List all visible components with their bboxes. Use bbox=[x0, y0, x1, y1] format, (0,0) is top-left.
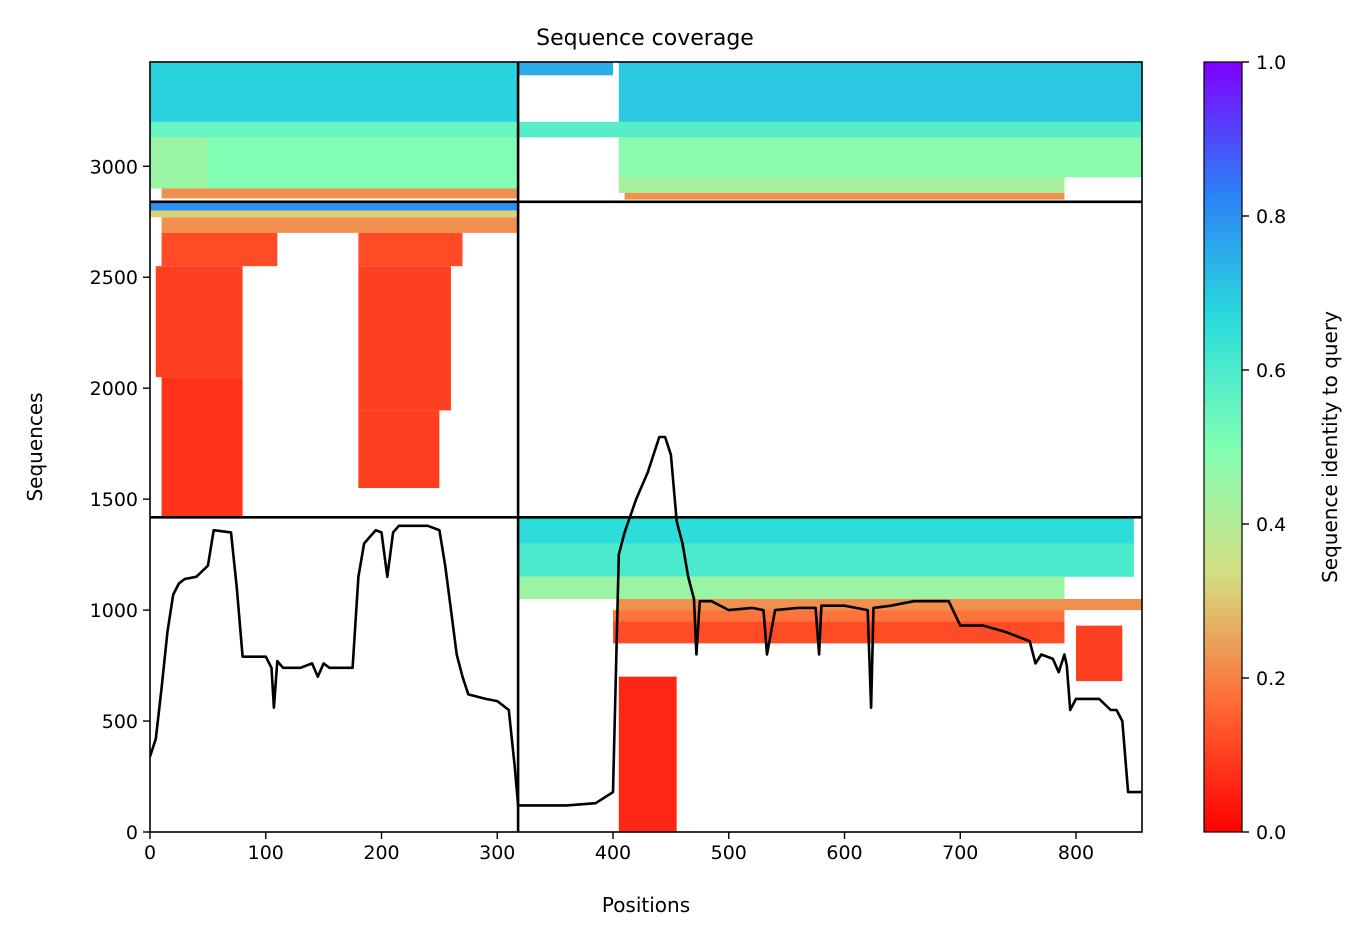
plot-frame bbox=[149, 61, 1143, 833]
y-tick-label: 0 bbox=[126, 822, 138, 844]
chart-title: Sequence coverage bbox=[536, 26, 754, 51]
y-tick-label: 2500 bbox=[90, 267, 138, 289]
colorbar-tick-label: 0.8 bbox=[1256, 206, 1286, 228]
x-tick-label: 300 bbox=[479, 842, 515, 864]
y-tick-label: 3000 bbox=[90, 156, 138, 178]
coverage-block bbox=[161, 217, 519, 233]
y-tick-label: 2000 bbox=[90, 378, 138, 400]
coverage-block bbox=[150, 62, 519, 122]
y-tick-label: 500 bbox=[102, 711, 138, 733]
y-tick-label: 1500 bbox=[90, 489, 138, 511]
x-tick-label: 500 bbox=[711, 842, 747, 864]
coverage-block bbox=[1076, 625, 1123, 682]
x-tick-label: 600 bbox=[826, 842, 862, 864]
coverage-block bbox=[518, 517, 1134, 544]
coverage-block bbox=[518, 543, 1134, 577]
coverage-block bbox=[618, 177, 1065, 193]
coverage-block bbox=[518, 62, 614, 76]
coverage-line-layer bbox=[150, 435, 1142, 807]
coverage-block bbox=[613, 610, 1065, 622]
y-tick-label: 1000 bbox=[90, 600, 138, 622]
x-tick-label: 200 bbox=[363, 842, 399, 864]
coverage-block bbox=[618, 137, 1142, 178]
colorbar-tick-label: 0.0 bbox=[1256, 822, 1286, 844]
y-axis-label: Sequences bbox=[23, 392, 47, 501]
coverage-block bbox=[161, 232, 278, 267]
colorbar-axis: 0.0 0.2 0.4 0.6 0.8 1.0 bbox=[1242, 52, 1286, 844]
coverage-block bbox=[358, 410, 440, 489]
x-tick-label: 700 bbox=[942, 842, 978, 864]
coverage-heatmap bbox=[150, 62, 1142, 832]
coverage-block bbox=[618, 62, 1142, 122]
coverage-block bbox=[518, 121, 1142, 138]
coverage-block bbox=[618, 676, 677, 832]
colorbar-tick-label: 0.6 bbox=[1256, 360, 1286, 382]
colorbar bbox=[1203, 61, 1243, 833]
coverage-block bbox=[613, 621, 1065, 644]
coverage-block bbox=[518, 576, 1065, 600]
colorbar-tick-label: 1.0 bbox=[1256, 52, 1286, 74]
coverage-block bbox=[161, 188, 519, 199]
colorbar-tick-label: 0.4 bbox=[1256, 514, 1286, 536]
colorbar-tick-label: 0.2 bbox=[1256, 668, 1286, 690]
coverage-block bbox=[624, 192, 1065, 200]
chain-boundaries bbox=[150, 62, 1142, 832]
y-axis: 0 500 1000 1500 2000 2500 3000 bbox=[90, 156, 150, 844]
coverage-block bbox=[207, 137, 519, 189]
x-tick-label: 100 bbox=[248, 842, 284, 864]
coverage-block bbox=[618, 599, 1142, 611]
x-tick-label: 400 bbox=[595, 842, 631, 864]
x-tick-label: 0 bbox=[144, 842, 156, 864]
coverage-block bbox=[150, 202, 519, 211]
coverage-block bbox=[150, 210, 519, 218]
coverage-block bbox=[150, 121, 519, 138]
x-tick-label: 800 bbox=[1058, 842, 1094, 864]
coverage-block bbox=[358, 266, 451, 411]
colorbar-label: Sequence identity to query bbox=[1318, 311, 1342, 583]
coverage-block bbox=[150, 137, 208, 189]
x-axis-label: Positions bbox=[602, 893, 690, 917]
coverage-line bbox=[150, 435, 1142, 807]
coverage-block bbox=[161, 377, 243, 518]
coverage-block bbox=[358, 232, 463, 267]
x-axis: 0 100 200 300 400 500 600 700 800 bbox=[144, 832, 1094, 864]
coverage-block bbox=[155, 266, 243, 378]
